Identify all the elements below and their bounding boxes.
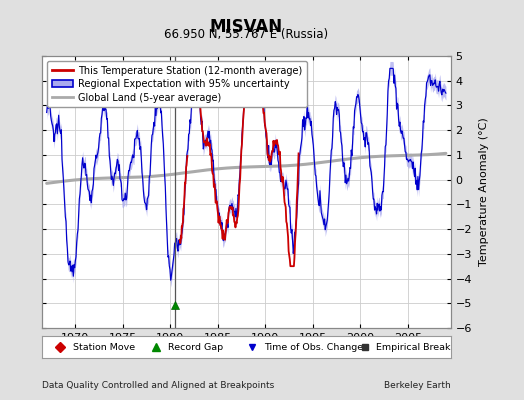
Text: Record Gap: Record Gap	[168, 342, 223, 352]
Legend: This Temperature Station (12-month average), Regional Expectation with 95% uncer: This Temperature Station (12-month avera…	[47, 61, 307, 107]
Text: Station Move: Station Move	[72, 342, 135, 352]
Text: MISVAN: MISVAN	[210, 18, 283, 36]
Text: Data Quality Controlled and Aligned at Breakpoints: Data Quality Controlled and Aligned at B…	[42, 381, 274, 390]
Text: Berkeley Earth: Berkeley Earth	[384, 381, 451, 390]
Text: Time of Obs. Change: Time of Obs. Change	[264, 342, 363, 352]
Y-axis label: Temperature Anomaly (°C): Temperature Anomaly (°C)	[479, 118, 489, 266]
Text: 66.950 N, 55.767 E (Russia): 66.950 N, 55.767 E (Russia)	[164, 28, 329, 41]
Text: Empirical Break: Empirical Break	[376, 342, 451, 352]
